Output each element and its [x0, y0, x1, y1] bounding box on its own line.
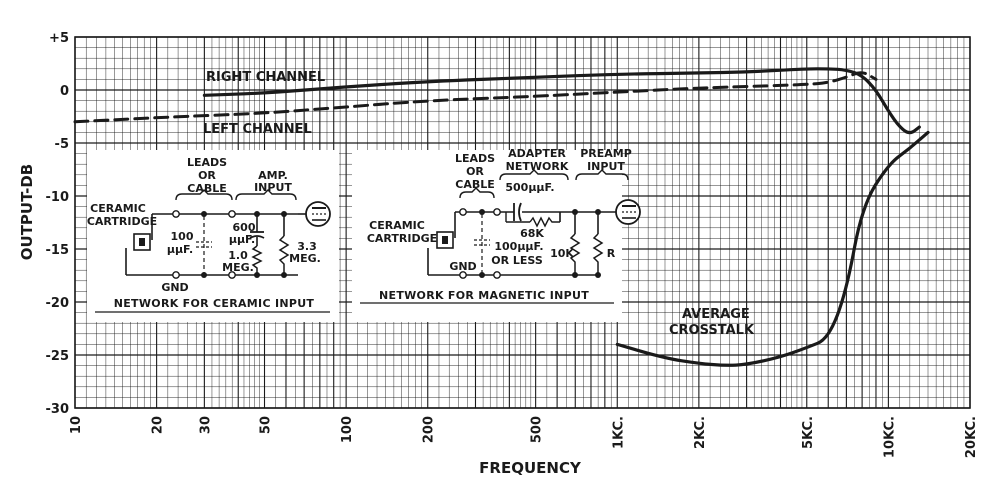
magnetic-shunt-cap-qualifier: OR LESS	[491, 254, 543, 267]
y-tick-label: +5	[49, 31, 69, 46]
ceramic-input-label: INPUT	[254, 181, 292, 194]
y-axis-title: OUTPUT-DB	[18, 164, 36, 260]
x-tick-label: 50	[259, 416, 274, 434]
magnetic-gnd-label: GND	[449, 260, 476, 273]
ceramic-33meg-value: 3.3	[297, 240, 317, 253]
magnetic-68k-value: 68K	[520, 227, 544, 240]
ceramic-terminal-4	[228, 271, 236, 279]
ceramic-node-1	[201, 211, 207, 217]
crosstalk-label-line2: CROSSTALK	[669, 323, 755, 338]
magnetic-500-cap-plate-2	[518, 202, 522, 222]
magnetic-r-resistor	[592, 233, 604, 275]
ceramic-cartridge-label-1: CERAMIC	[90, 202, 146, 215]
ceramic-leads-brace	[175, 189, 233, 201]
magnetic-adapter-brace	[499, 169, 569, 181]
series-line-average-crosstalk	[615, 130, 930, 367]
magnetic-68k-resistor	[529, 216, 560, 228]
x-tick-label: 1KC.	[611, 416, 626, 449]
crosstalk-label-line1: AVERAGE	[682, 307, 750, 322]
x-axis-ticks: 10 20 30 50 100 200 500 1KC. 2KC. 5KC. 10KC. 20KC.	[69, 416, 979, 458]
x-tick-label: 2KC.	[693, 416, 708, 449]
data-series	[73, 67, 930, 367]
x-tick-label: 10	[69, 416, 84, 434]
magnetic-terminal-3	[459, 271, 467, 279]
ceramic-gnd-label: GND	[161, 281, 188, 294]
ceramic-cartridge-element	[139, 238, 145, 246]
magnetic-preamp-brace	[575, 169, 629, 181]
y-tick-label: 0	[60, 84, 69, 99]
ceramic-leads-label: LEADS	[187, 156, 227, 169]
series-line-left-channel	[73, 71, 878, 124]
ceramic-leads-cable-label: CABLE	[187, 182, 227, 195]
magnetic-input-label: INPUT	[587, 160, 625, 173]
magnetic-10k-value: 10K	[550, 247, 574, 260]
y-axis-ticks: +5 0 -5 -10 -15 -20 -25 -30	[46, 31, 70, 417]
magnetic-cartridge-label-2: CARTRIDGE	[367, 232, 437, 245]
ceramic-node-4	[201, 272, 207, 278]
magnetic-r-value: R	[607, 247, 616, 260]
ceramic-1meg-resistor	[251, 245, 263, 275]
y-tick-label: -25	[46, 349, 70, 364]
x-tick-label: 500	[530, 416, 545, 443]
x-tick-label: 20KC.	[964, 416, 979, 458]
ceramic-cap-unit: μμF.	[167, 243, 193, 256]
series-line-right-channel	[202, 67, 921, 135]
ceramic-1meg-value: 1.0	[228, 249, 248, 262]
magnetic-preamp-label: PREAMP	[580, 147, 632, 160]
magnetic-cartridge-element	[442, 236, 448, 244]
ceramic-33meg-resistor	[278, 235, 290, 275]
magnetic-leads-or-label: OR	[466, 165, 484, 178]
magnetic-terminal-2	[493, 208, 501, 216]
ceramic-cap-value: 100	[171, 230, 194, 243]
ceramic-600-unit: μμF.	[229, 233, 255, 246]
right-channel-label: RIGHT CHANNEL	[206, 70, 325, 85]
x-tick-label: 5KC.	[801, 416, 816, 449]
y-tick-label: -5	[55, 137, 69, 152]
y-tick-label: -30	[46, 402, 70, 417]
ceramic-33meg-unit: MEG.	[289, 252, 321, 265]
magnetic-network-inset: LEADS OR CABLE ADAPTER NETWORK PREAMP IN…	[352, 147, 641, 322]
x-tick-label: 200	[422, 416, 437, 443]
ceramic-600-cap-plate-2	[249, 235, 265, 239]
ceramic-network-caption: NETWORK FOR CERAMIC INPUT	[114, 297, 315, 310]
x-tick-label: 10KC.	[882, 416, 897, 458]
magnetic-network-caption: NETWORK FOR MAGNETIC INPUT	[379, 289, 589, 302]
ceramic-amp-label: AMP.	[258, 169, 288, 182]
magnetic-leads-cable-label: CABLE	[455, 178, 495, 191]
y-tick-label: -15	[46, 243, 70, 258]
ceramic-amp-brace	[235, 189, 297, 201]
magnetic-10k-resistor	[569, 233, 581, 275]
magnetic-shunt-cap-value: 100μμF.	[494, 240, 543, 253]
x-tick-label: 100	[340, 416, 355, 443]
y-tick-label: -20	[46, 296, 70, 311]
magnetic-500-value: 500μμF.	[505, 181, 554, 194]
magnetic-adapter-label: ADAPTER	[508, 147, 566, 160]
magnetic-cartridge-label-1: CERAMIC	[369, 219, 425, 232]
ceramic-600-value: 600	[233, 221, 256, 234]
ceramic-terminal-2	[228, 210, 236, 218]
magnetic-node-4	[479, 272, 485, 278]
magnetic-leads-brace	[459, 187, 495, 199]
x-axis-title: FREQUENCY	[479, 459, 582, 477]
y-tick-label: -10	[46, 190, 70, 205]
x-tick-label: 20	[151, 416, 166, 434]
ceramic-1meg-unit: MEG.	[222, 261, 254, 274]
magnetic-terminal-4	[493, 271, 501, 279]
magnetic-leads-label: LEADS	[455, 152, 495, 165]
x-tick-label: 30	[198, 416, 213, 434]
magnetic-inset-background	[352, 150, 622, 322]
ceramic-inset-background	[87, 150, 339, 322]
ceramic-terminal-1	[172, 210, 180, 218]
magnetic-node-1	[479, 209, 485, 215]
ceramic-leads-or-label: OR	[198, 169, 216, 182]
ceramic-terminal-3	[172, 271, 180, 279]
ceramic-cartridge-label-2: CARTRIDGE	[87, 215, 157, 228]
magnetic-network-label: NETWORK	[506, 160, 569, 173]
magnetic-terminal-1	[459, 208, 467, 216]
ceramic-network-inset: LEADS OR CABLE AMP. INPUT CERAMIC CARTRI…	[87, 150, 339, 322]
left-channel-label: LEFT CHANNEL	[203, 122, 312, 137]
